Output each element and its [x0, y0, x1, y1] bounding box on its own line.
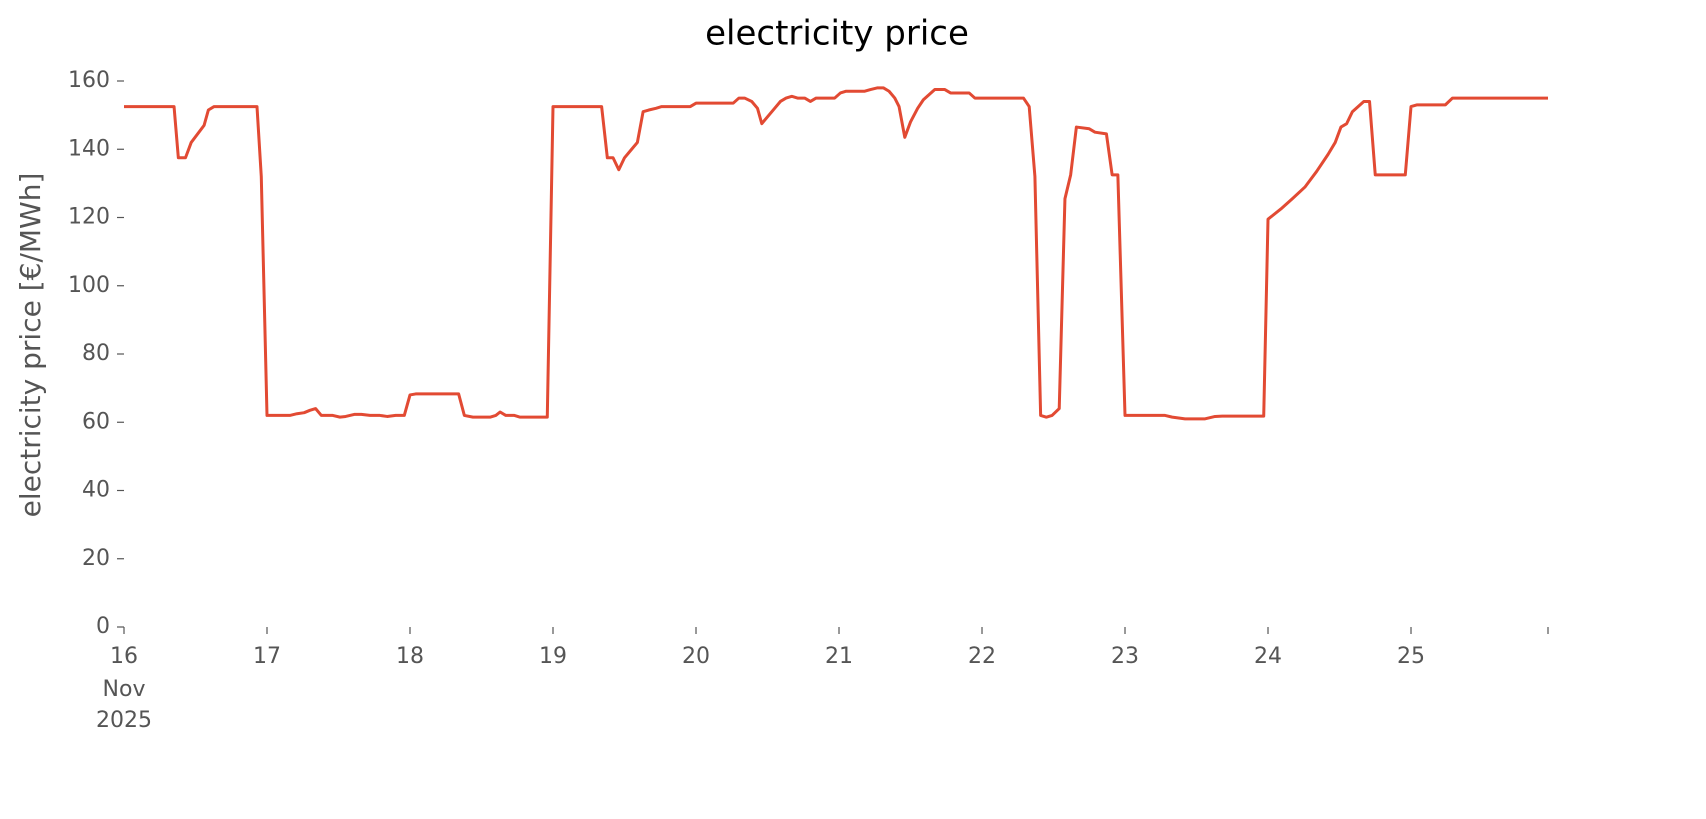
x-tick-label: 25	[1397, 644, 1425, 669]
y-axis-label: electricity price [€/MWh]	[14, 173, 47, 518]
y-tick-label: 160	[68, 68, 110, 93]
x-tick-label: 19	[539, 644, 567, 669]
x-tick-sublabel: 2025	[96, 708, 152, 733]
x-tick-label: 21	[825, 644, 853, 669]
x-tick-label: 18	[396, 644, 424, 669]
y-tick-label: 80	[82, 341, 110, 366]
x-tick-label: 16	[110, 644, 138, 669]
y-tick-label: 40	[82, 478, 110, 503]
x-tick-label: 24	[1254, 644, 1282, 669]
y-tick-label: 60	[82, 409, 110, 434]
chart-title: electricity price	[705, 14, 969, 54]
price-line	[124, 86, 1548, 421]
y-tick-label: 140	[68, 136, 110, 161]
x-tick-label: 22	[968, 644, 996, 669]
x-tick-sublabel: Nov	[103, 677, 146, 702]
y-tick-label: 100	[68, 273, 110, 298]
x-tick-label: 23	[1111, 644, 1139, 669]
x-tick-label: 20	[682, 644, 710, 669]
y-tick-label: 20	[82, 546, 110, 571]
y-tick-label: 120	[68, 205, 110, 230]
y-tick-label: 0	[96, 614, 110, 639]
x-tick-label: 17	[253, 644, 281, 669]
